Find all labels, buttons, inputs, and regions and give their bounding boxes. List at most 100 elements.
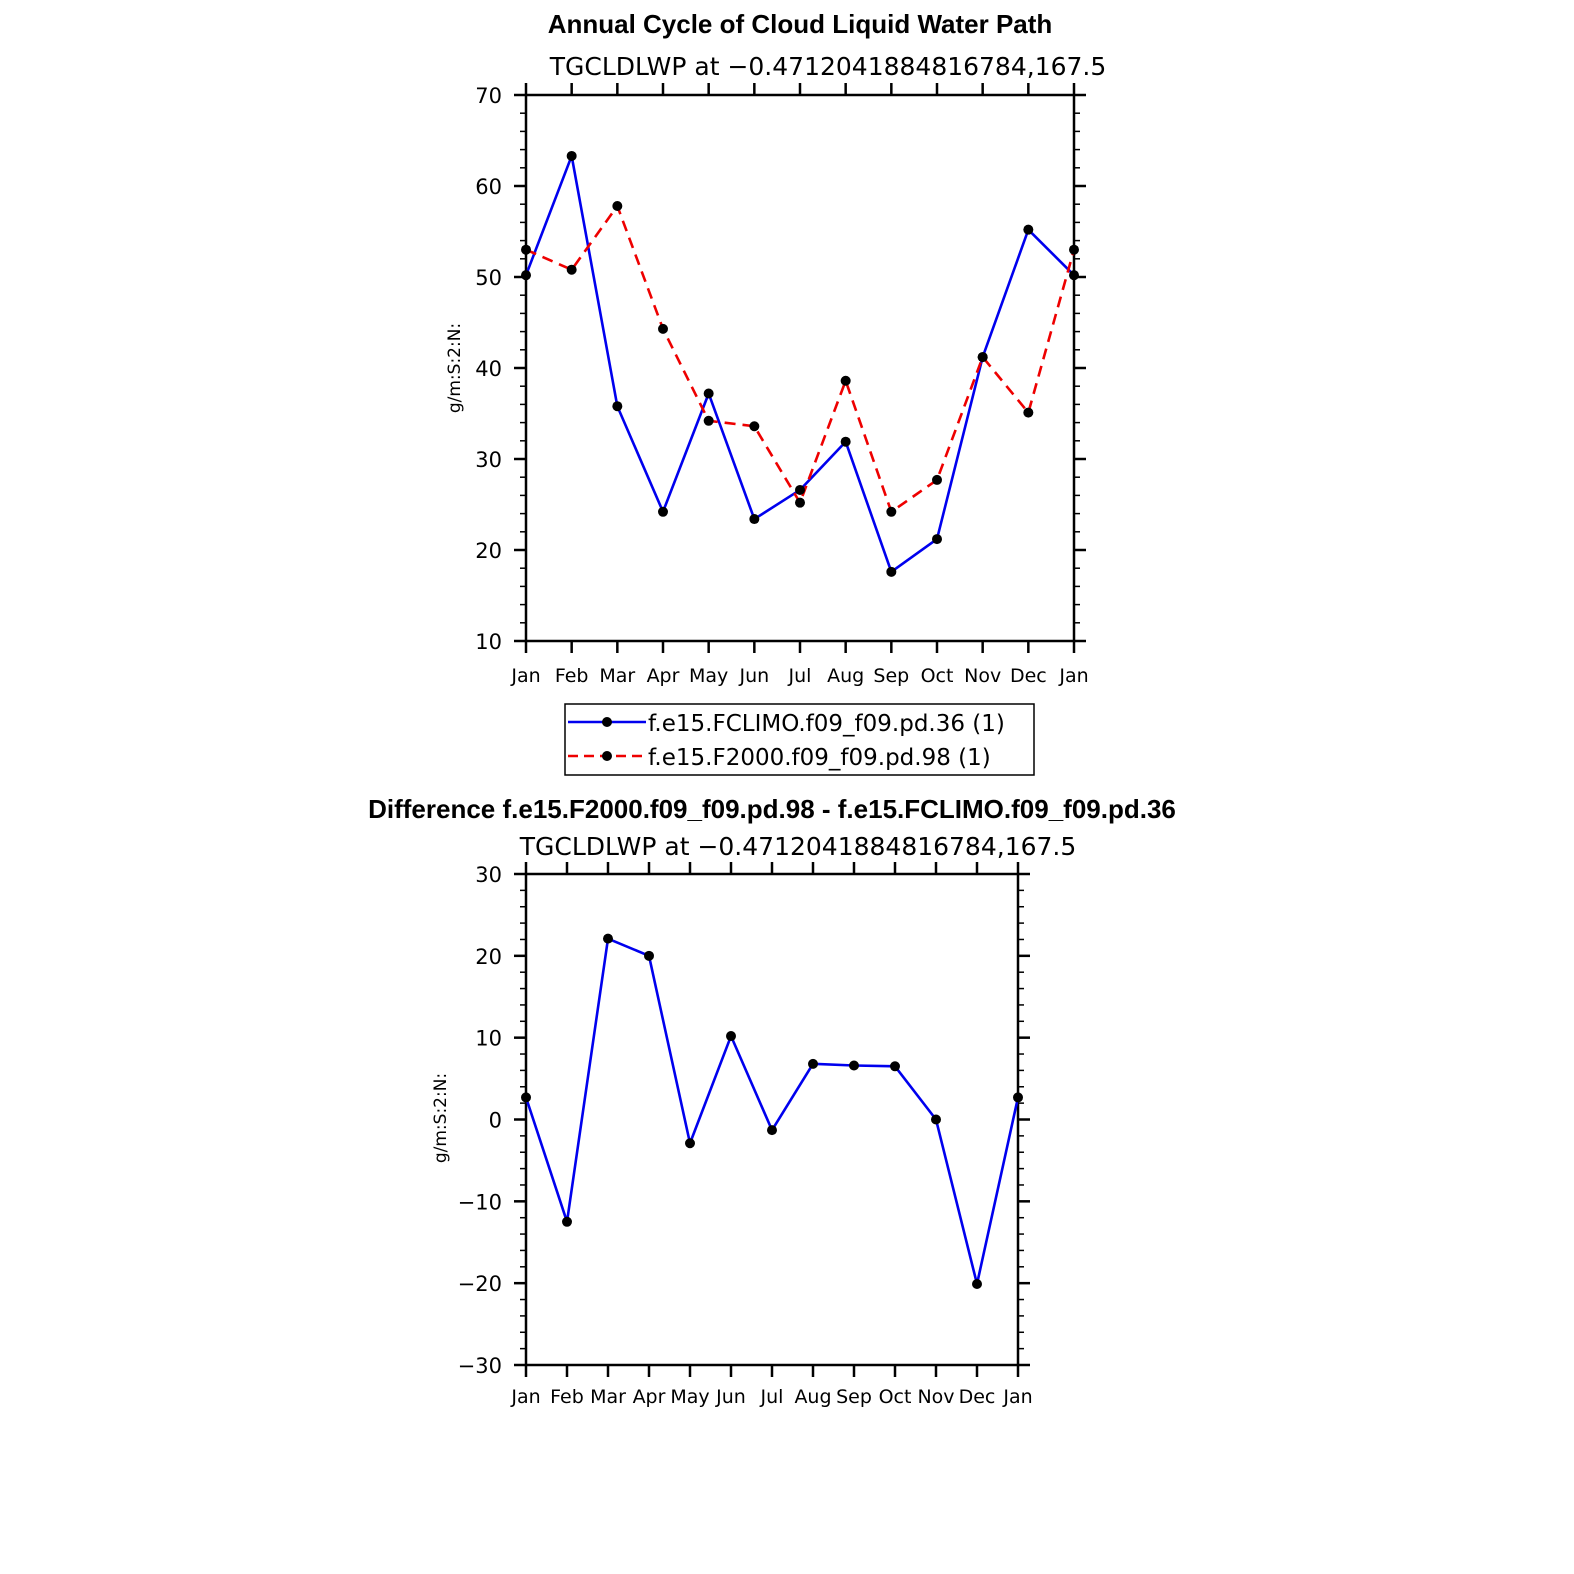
x-tick-label: Apr <box>647 665 680 687</box>
data-point <box>685 1138 695 1149</box>
x-tick-label: Jul <box>760 1386 784 1408</box>
legend-marker-fclimo <box>602 717 612 727</box>
legend-label-fclimo: f.e15.FCLIMO.f09_f09.pd.36 (1) <box>648 711 1005 737</box>
data-point <box>886 506 897 517</box>
data-point <box>658 506 668 517</box>
data-point <box>612 401 623 412</box>
x-tick-label: Oct <box>921 665 954 687</box>
y-tick-label: −10 <box>458 1190 502 1214</box>
y-tick-label: 40 <box>475 357 502 381</box>
data-point <box>749 514 760 525</box>
y-axis-label: g/m:S:2:N: <box>431 1073 451 1163</box>
x-tick-label: Aug <box>794 1386 831 1408</box>
x-tick-label: Jun <box>715 1386 746 1408</box>
x-tick-label: Apr <box>633 1386 666 1408</box>
x-tick-label: Mar <box>599 665 635 687</box>
chart-subtitle: TGCLDLWP at −0.4712041884816784,167.5 <box>519 832 1077 861</box>
y-tick-label: 30 <box>475 863 502 887</box>
data-point <box>612 201 623 212</box>
x-tick-label: Jun <box>738 665 769 687</box>
series-group <box>521 150 1079 577</box>
x-tick-label: May <box>670 1386 709 1408</box>
y-tick-labels: −30 −20 −10 0 10 20 30 <box>458 863 502 1378</box>
y-tick-label: 10 <box>475 630 502 654</box>
y-tick-label: 50 <box>475 266 502 290</box>
y-tick-labels: 10 20 30 40 50 60 70 <box>475 84 502 654</box>
y-tick-label: 0 <box>489 1109 502 1133</box>
data-point <box>603 933 613 944</box>
data-point <box>566 264 577 275</box>
data-point <box>795 497 805 508</box>
legend-label-f2000: f.e15.F2000.f09_f09.pd.98 (1) <box>648 745 991 771</box>
data-point <box>1023 224 1034 235</box>
data-point <box>977 352 988 363</box>
x-tick-label: Nov <box>917 1386 954 1408</box>
x-tick-label: Oct <box>879 1386 912 1408</box>
x-tick-label: Sep <box>873 665 909 687</box>
x-tick-label: Jul <box>788 665 812 687</box>
x-tick-labels: Jan Feb Mar Apr May Jun Jul Aug Sep Oct Nov Dec Jan <box>510 665 1088 687</box>
data-point <box>808 1058 818 1069</box>
legend: f.e15.FCLIMO.f09_f09.pd.36 (1) f.e15.F20… <box>564 703 1035 776</box>
data-point <box>931 1114 941 1125</box>
data-point <box>521 1092 531 1103</box>
x-tick-label: Sep <box>836 1386 872 1408</box>
y-tick-label: 20 <box>475 945 502 969</box>
difference-chart: Difference f.e15.F2000.f09_f09.pd.98 - f… <box>368 794 1176 1408</box>
data-point <box>840 436 851 447</box>
x-tick-label: Jan <box>510 1386 540 1408</box>
data-point <box>840 375 851 386</box>
data-point <box>562 1216 572 1227</box>
data-point <box>703 415 714 426</box>
data-point <box>1013 1092 1023 1103</box>
data-point <box>703 388 714 399</box>
x-tick-label: Aug <box>827 665 864 687</box>
data-point <box>521 270 531 281</box>
legend-box <box>564 703 1035 776</box>
data-point <box>972 1278 982 1289</box>
plot-border <box>524 872 1020 1367</box>
data-point <box>658 323 668 334</box>
data-point <box>1069 244 1079 255</box>
chart-title: Difference f.e15.F2000.f09_f09.pd.98 - f… <box>368 794 1176 824</box>
data-point <box>849 1060 859 1071</box>
y-tick-label: 10 <box>475 1027 502 1051</box>
x-tick-label: Feb <box>550 1386 584 1408</box>
plot-frame <box>514 83 1086 653</box>
x-tick-label: Feb <box>555 665 589 687</box>
data-point <box>767 1125 777 1136</box>
series-group <box>521 933 1023 1289</box>
x-tick-label: Dec <box>1010 665 1047 687</box>
x-tick-label: Mar <box>590 1386 626 1408</box>
x-tick-label: Jan <box>510 665 540 687</box>
chart-title: Annual Cycle of Cloud Liquid Water Path <box>548 9 1053 39</box>
data-point <box>644 950 654 961</box>
y-axis-label: g/m:S:2:N: <box>445 323 465 413</box>
plot-border <box>524 93 1076 643</box>
y-tick-label: −30 <box>458 1354 502 1378</box>
y-tick-label: 60 <box>475 175 502 199</box>
x-tick-label: Dec <box>959 1386 996 1408</box>
x-tick-label: May <box>689 665 728 687</box>
x-tick-label: Jan <box>1002 1386 1032 1408</box>
plot-frame <box>514 862 1030 1377</box>
series-line-0 <box>524 937 1020 1286</box>
data-point <box>1023 407 1034 418</box>
data-point <box>932 474 942 485</box>
data-point <box>795 484 805 495</box>
y-tick-label: 20 <box>475 539 502 563</box>
data-point <box>890 1061 900 1072</box>
data-point <box>1069 270 1079 281</box>
data-point <box>521 244 531 255</box>
data-point <box>726 1031 736 1042</box>
y-tick-label: −20 <box>458 1272 502 1296</box>
chart-subtitle: TGCLDLWP at −0.4712041884816784,167.5 <box>549 52 1107 81</box>
y-tick-label: 30 <box>475 448 502 472</box>
legend-marker-f2000 <box>602 751 612 761</box>
data-point <box>932 534 942 545</box>
data-point <box>749 421 760 432</box>
x-tick-labels: Jan Feb Mar Apr May Jun Jul Aug Sep Oct Nov Dec Jan <box>510 1386 1032 1408</box>
x-tick-label: Nov <box>964 665 1001 687</box>
annual-cycle-chart: Annual Cycle of Cloud Liquid Water Path … <box>445 9 1107 776</box>
